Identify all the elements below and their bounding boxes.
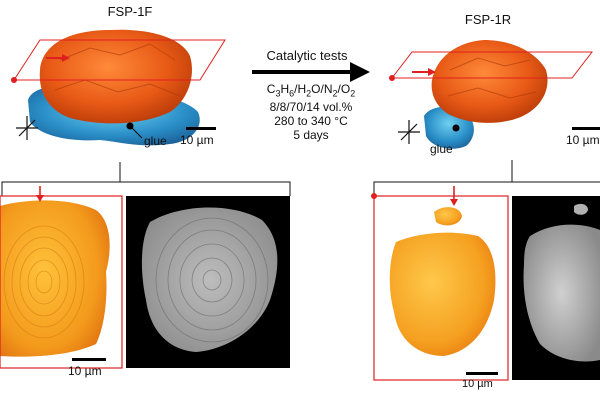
- glue-label-left: glue: [144, 134, 167, 148]
- title-fsp1f: FSP-1F: [107, 4, 153, 19]
- axes-icon-left: [16, 116, 38, 140]
- scale-bar-bottom-right: [466, 372, 498, 375]
- scale-label-bottom-right: 10 µm: [462, 378, 493, 390]
- slice-plane-right: [390, 51, 594, 79]
- slice-fsp1r-color: [389, 207, 496, 356]
- condition-duration: 5 days: [293, 128, 329, 143]
- glue-pointer-right: [452, 124, 460, 132]
- slice-arrow-left: [36, 186, 44, 202]
- condition-ratio: 8/8/70/14 vol.%: [269, 100, 353, 115]
- condition-temperature: 280 to 340 °C: [274, 114, 348, 129]
- scale-label-top-right: 10 µm: [566, 133, 600, 147]
- slice-frame-left: [0, 195, 123, 369]
- bracket-left: [1, 162, 291, 196]
- scale-bar-top-left: [186, 127, 216, 130]
- scale-bar-bottom-left: [72, 358, 106, 361]
- view-arrow-right: [412, 68, 436, 76]
- axes-icon-right: [398, 120, 420, 144]
- slice-fsp1f-grey: [141, 207, 278, 352]
- plane-marker-right: [389, 75, 395, 81]
- slice-arrow-right: [450, 186, 458, 206]
- slice-fsp1r-grey: [523, 203, 600, 362]
- scale-label-top-left: 10 µm: [180, 133, 214, 147]
- process-arrow: [252, 62, 370, 82]
- scale-label-bottom-left: 10 µm: [68, 364, 102, 378]
- slice-frame-right: [373, 195, 509, 381]
- glue-label-right: glue: [430, 142, 453, 156]
- process-arrow-label: Catalytic tests: [266, 48, 348, 63]
- slice-plane-left: [13, 39, 226, 81]
- slice-fsp1f-color: [0, 200, 110, 357]
- plane-marker-left: [11, 77, 17, 83]
- particle-fsp1f-3d: [28, 29, 200, 146]
- particle-fsp1r-3d: [424, 40, 548, 149]
- slice-marker-right: [371, 193, 377, 199]
- scale-bar-top-right: [572, 127, 600, 130]
- bracket-right: [373, 160, 600, 196]
- condition-gases: C3H6/H2O/N2/O2: [266, 82, 356, 99]
- test-conditions: C3H6/H2O/N2/O2 8/8/70/14 vol.% 280 to 34…: [252, 82, 370, 142]
- glue-pointer-left: [126, 122, 143, 139]
- title-fsp1r: FSP-1R: [464, 12, 512, 27]
- view-arrow-left: [46, 54, 70, 62]
